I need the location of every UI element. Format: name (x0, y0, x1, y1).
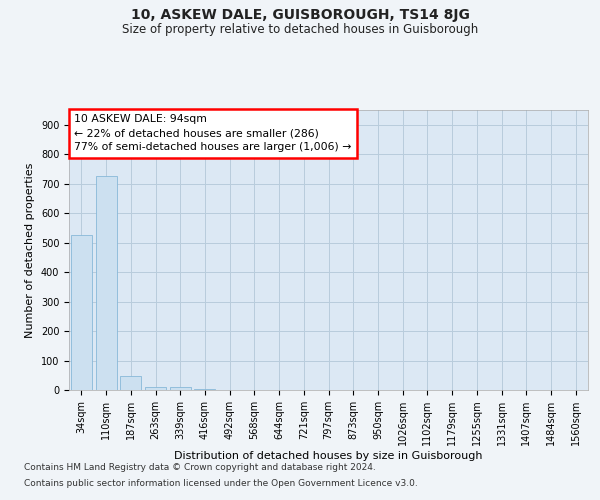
Text: Contains HM Land Registry data © Crown copyright and database right 2024.: Contains HM Land Registry data © Crown c… (24, 464, 376, 472)
Y-axis label: Number of detached properties: Number of detached properties (25, 162, 35, 338)
Bar (170, 387, 191, 390)
Bar (194, 388, 215, 390)
Bar (95, 176, 116, 390)
Bar (120, 376, 141, 390)
Bar (145, 387, 166, 390)
Bar (71, 236, 92, 390)
Text: Contains public sector information licensed under the Open Government Licence v3: Contains public sector information licen… (24, 478, 418, 488)
X-axis label: Distribution of detached houses by size in Guisborough: Distribution of detached houses by size … (174, 451, 483, 461)
Text: 10 ASKEW DALE: 94sqm
← 22% of detached houses are smaller (286)
77% of semi-deta: 10 ASKEW DALE: 94sqm ← 22% of detached h… (74, 114, 352, 152)
Text: 10, ASKEW DALE, GUISBOROUGH, TS14 8JG: 10, ASKEW DALE, GUISBOROUGH, TS14 8JG (131, 8, 469, 22)
Text: Size of property relative to detached houses in Guisborough: Size of property relative to detached ho… (122, 22, 478, 36)
